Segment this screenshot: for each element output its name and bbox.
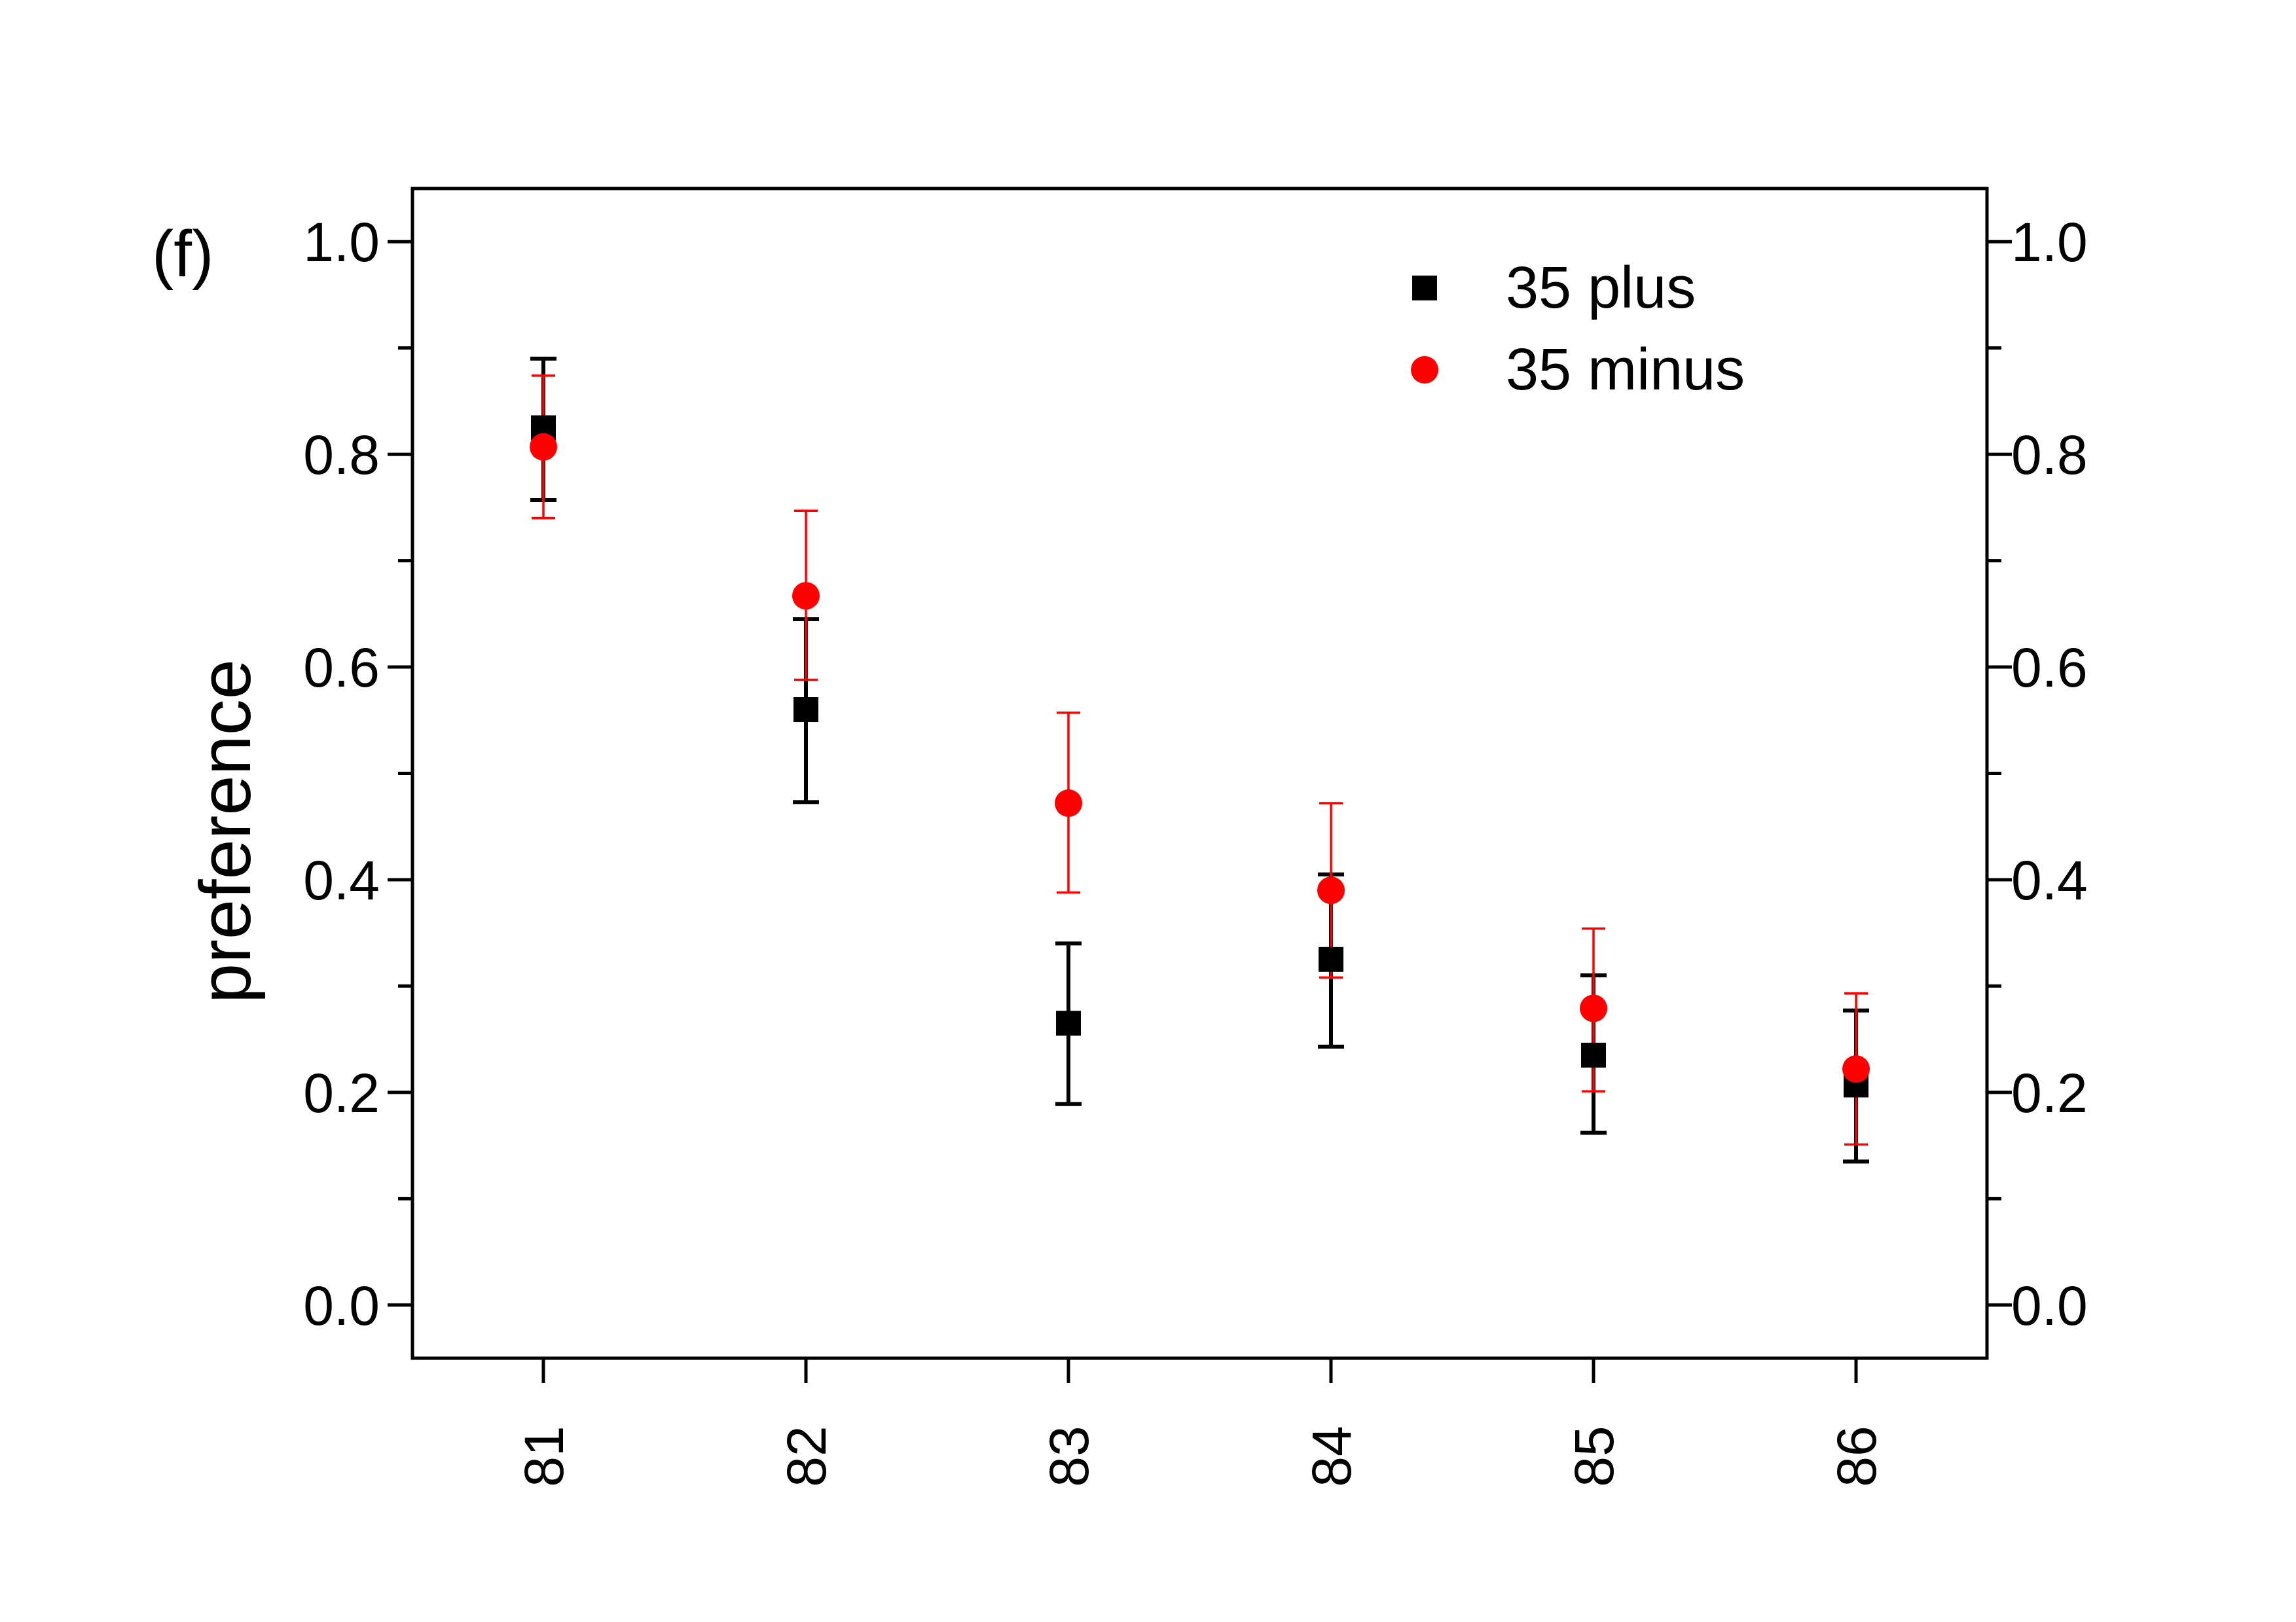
y-tick-label-left: 0.0 <box>303 1275 380 1337</box>
y-tick-label-right: 0.6 <box>2011 637 2088 698</box>
y-tick-label-left: 0.8 <box>303 424 380 486</box>
error-bars <box>530 356 1869 1164</box>
data-point-square <box>1581 1043 1606 1068</box>
y-tick-label-right: 0.8 <box>2011 424 2088 486</box>
x-tick-label: 82 <box>776 1426 837 1487</box>
y-axis-label: preference <box>185 659 266 1003</box>
y-tick-label-left: 1.0 <box>303 211 380 273</box>
x-tick-label: 81 <box>513 1426 575 1487</box>
x-tick-label: 85 <box>1563 1426 1625 1487</box>
x-tick-label: 84 <box>1301 1426 1362 1487</box>
data-point-circle <box>1317 876 1345 905</box>
legend-label: 35 plus <box>1506 255 1696 321</box>
data-point-circle <box>530 433 557 461</box>
legend-marker-circle <box>1411 356 1438 384</box>
y-tick-label-right: 0.2 <box>2011 1062 2088 1124</box>
y-tick-label-left: 0.2 <box>303 1062 380 1124</box>
data-point-circle <box>1842 1055 1870 1083</box>
plot-frame <box>410 187 1989 1360</box>
y-tick-labels-left: 0.0 0.2 0.4 0.6 0.8 1.0 <box>303 211 380 1337</box>
y-tick-label-right: 0.0 <box>2011 1275 2088 1337</box>
y-tick-label-left: 0.6 <box>303 637 380 698</box>
data-point-circle <box>792 582 820 610</box>
axis-ticks <box>388 240 2012 1383</box>
x-tick-label: 86 <box>1826 1426 1887 1487</box>
data-point-circle <box>1055 789 1082 817</box>
y-tick-label-right: 1.0 <box>2011 211 2088 273</box>
data-point-square <box>1319 946 1343 972</box>
y-tick-label-left: 0.4 <box>303 850 380 911</box>
panel-label: (f) <box>152 217 213 291</box>
legend: 35 plus 35 minus <box>1411 255 1745 403</box>
x-tick-labels: 81 82 83 84 85 86 <box>513 1426 1887 1487</box>
y-tick-labels-right: 0.0 0.2 0.4 0.6 0.8 1.0 <box>2011 211 2088 1337</box>
data-point-square <box>793 697 818 723</box>
data-point-square <box>1056 1011 1081 1036</box>
y-tick-label-right: 0.4 <box>2011 850 2088 911</box>
data-point-circle <box>1580 994 1607 1022</box>
legend-marker-square <box>1412 276 1437 300</box>
data-markers <box>530 415 1870 1098</box>
x-tick-label: 83 <box>1038 1426 1100 1487</box>
legend-label: 35 minus <box>1506 337 1745 403</box>
